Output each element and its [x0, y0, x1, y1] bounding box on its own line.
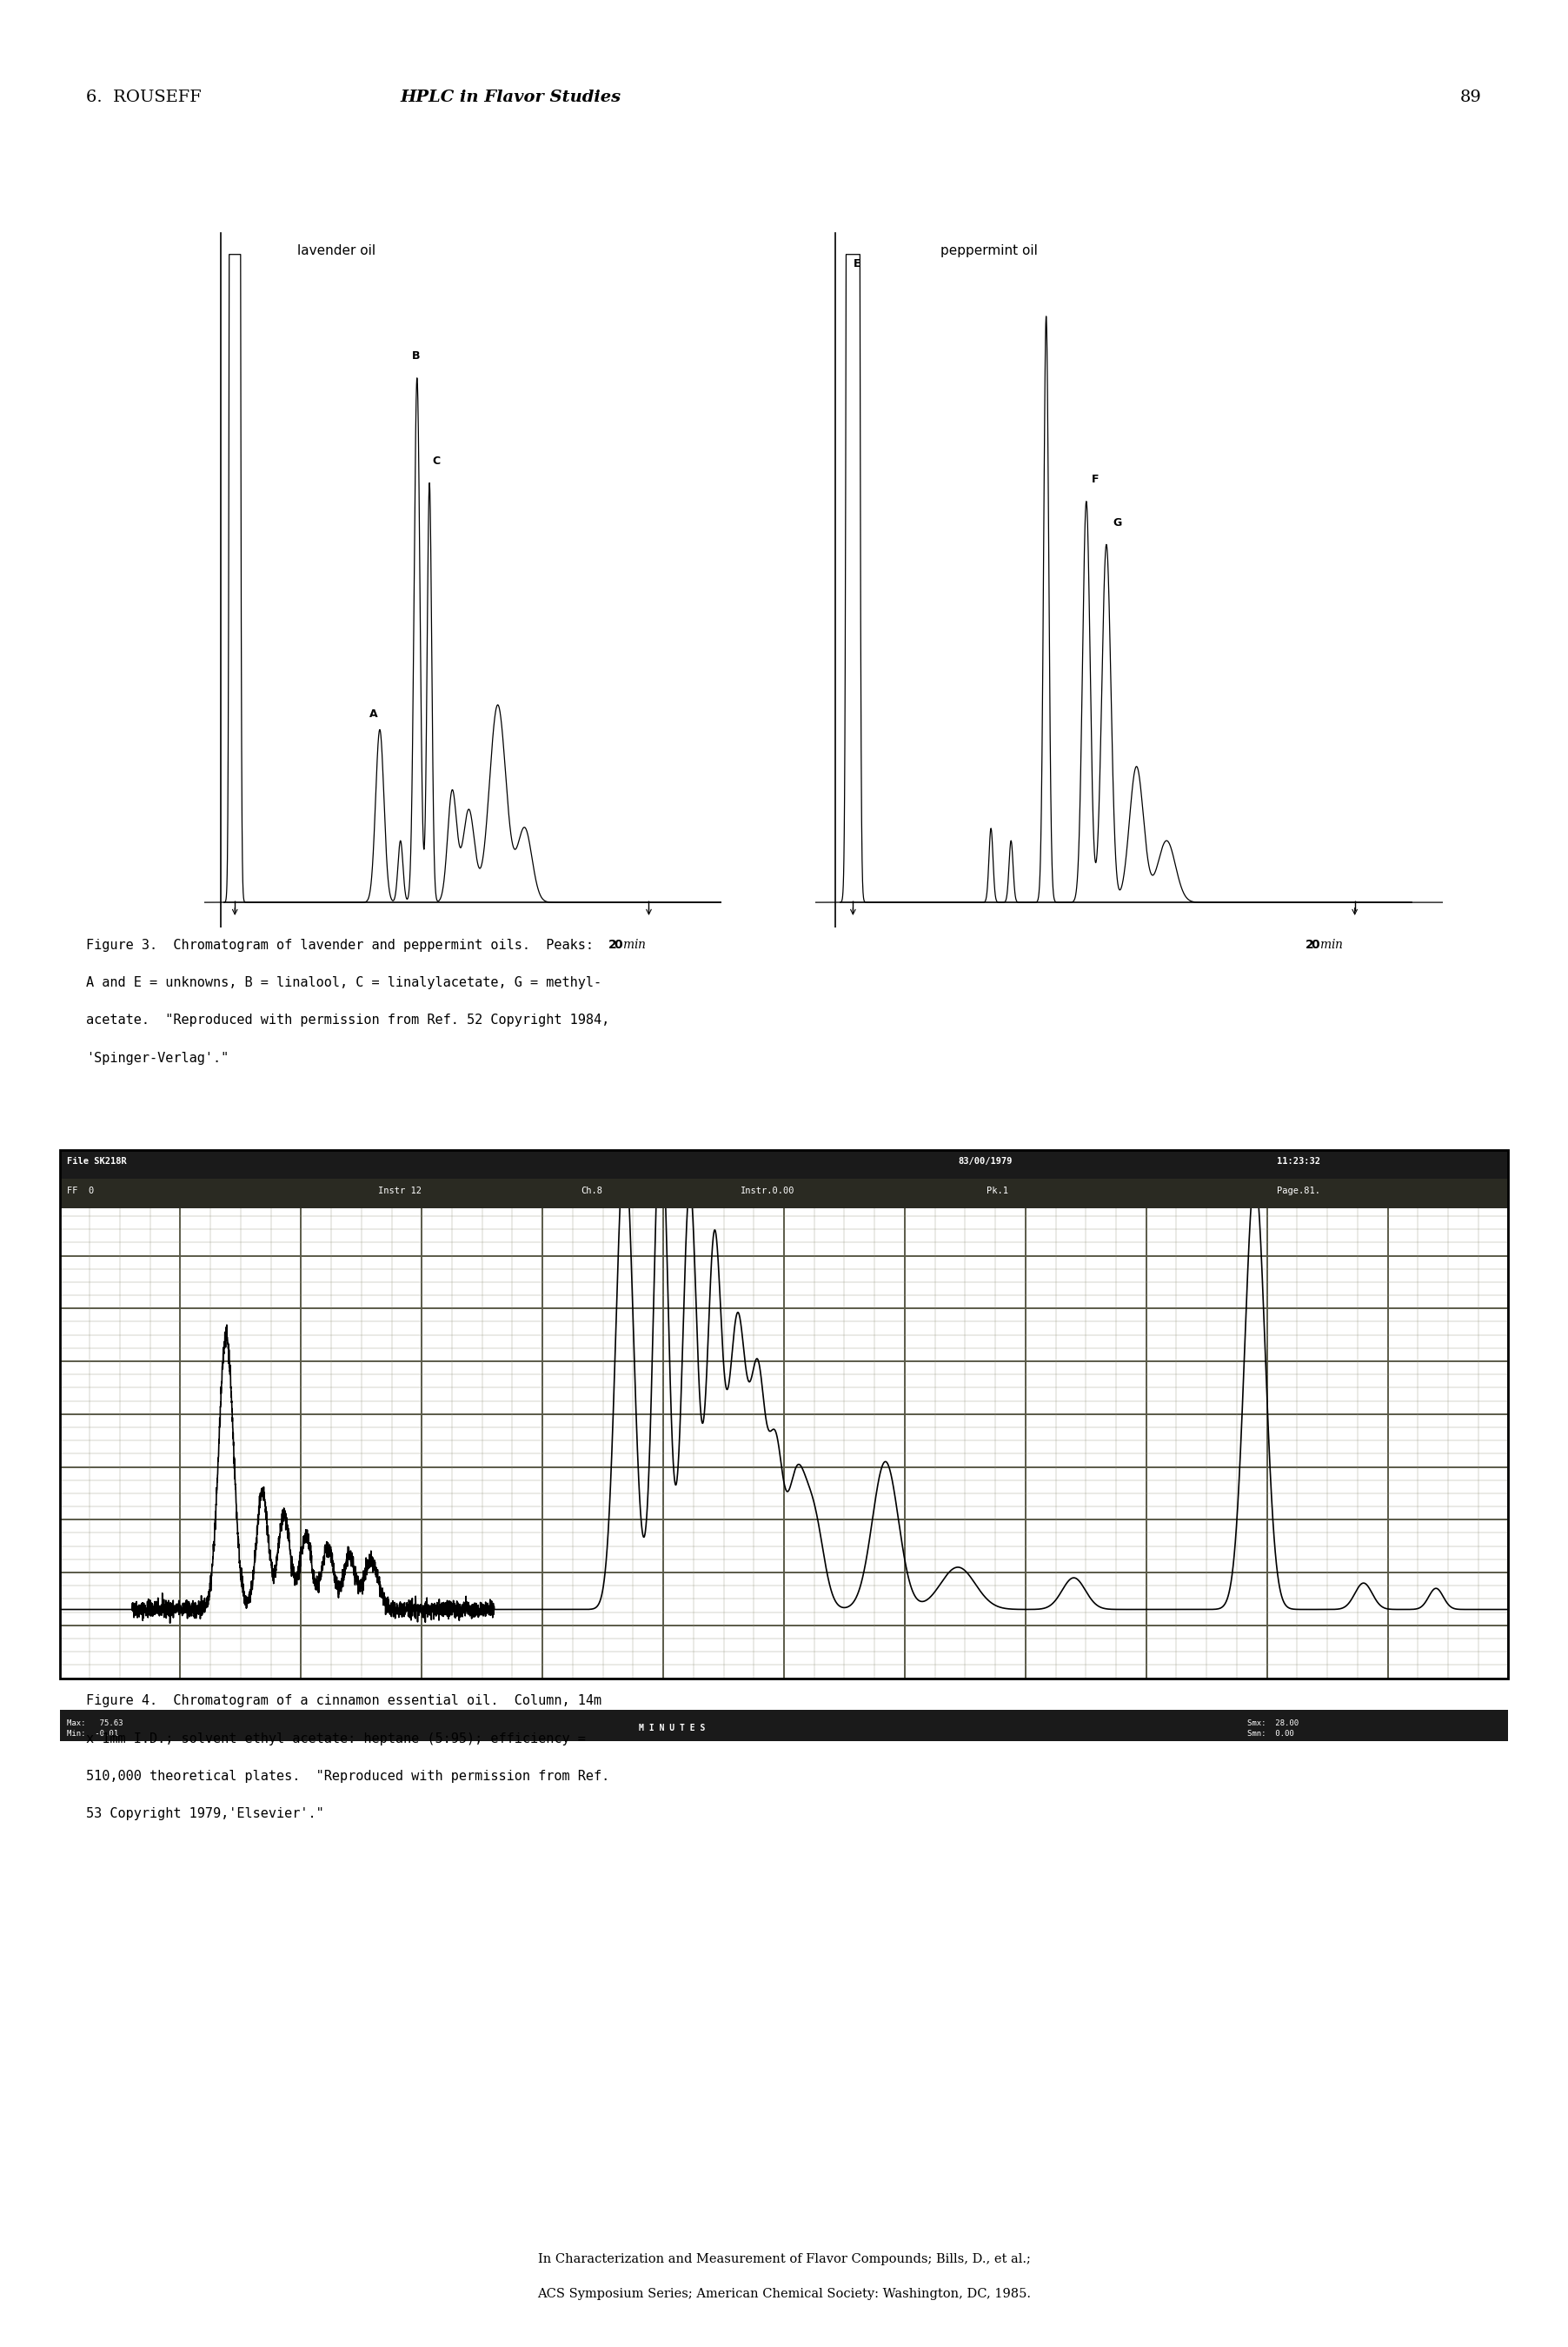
Text: F: F	[1091, 474, 1099, 486]
Text: G: G	[1113, 516, 1121, 528]
Text: lavender oil: lavender oil	[296, 244, 375, 258]
Text: Ch.8: Ch.8	[582, 1185, 602, 1195]
Bar	[60, 1709, 1508, 1741]
Text: M I N U T E S: M I N U T E S	[640, 1725, 706, 1732]
Text: 89: 89	[1460, 89, 1482, 106]
Text: 1840.0: 1840.0	[1152, 1692, 1181, 1702]
Text: Smn:  0.00: Smn: 0.00	[1248, 1730, 1294, 1737]
Text: FF  0: FF 0	[67, 1185, 94, 1195]
Bar	[60, 1709, 1508, 1741]
Bar	[60, 1178, 1508, 1209]
Text: 6.  ROUSEFF: 6. ROUSEFF	[86, 89, 202, 106]
Text: E: E	[853, 258, 861, 270]
Text: x 1mm I.D.; solvent ethyl acetate: heptane (5:95); efficiency =: x 1mm I.D.; solvent ethyl acetate: hepta…	[86, 1732, 586, 1746]
Text: ACS Symposium Series; American Chemical Society: Washington, DC, 1985.: ACS Symposium Series; American Chemical …	[538, 2288, 1030, 2300]
Text: File SK218R: File SK218R	[67, 1157, 127, 1166]
Text: 53 Copyright 1979,'Elsevier'.": 53 Copyright 1979,'Elsevier'."	[86, 1807, 325, 1821]
Text: 460.0: 460.0	[235, 1692, 263, 1702]
Text: Page.81.: Page.81.	[1276, 1185, 1320, 1195]
Bar	[60, 1150, 1508, 1178]
Text: Smx:  28.00: Smx: 28.00	[1248, 1718, 1298, 1727]
Text: Max:   75.63: Max: 75.63	[67, 1718, 122, 1727]
Text: 'Spinger-Verlag'.": 'Spinger-Verlag'."	[86, 1051, 229, 1066]
Text: B: B	[412, 350, 420, 361]
Text: 920.0: 920.0	[543, 1692, 566, 1702]
Text: C: C	[433, 455, 441, 467]
Text: Instr 12: Instr 12	[378, 1185, 422, 1195]
Text: Figure 3.  Chromatogram of lavender and peppermint oils.  Peaks:: Figure 3. Chromatogram of lavender and p…	[86, 939, 594, 953]
Text: 690.0: 690.0	[390, 1692, 414, 1702]
Text: 83/00/1979: 83/00/1979	[958, 1157, 1013, 1166]
Text: Pk.1: Pk.1	[986, 1185, 1008, 1195]
Text: HPLC in Flavor Studies: HPLC in Flavor Studies	[400, 89, 621, 106]
Text: A and E = unknowns, B = linalool, C = linalylacetate, G = methyl-: A and E = unknowns, B = linalool, C = li…	[86, 976, 602, 990]
Text: acetate.  "Reproduced with permission from Ref. 52 Copyright 1984,: acetate. "Reproduced with permission fro…	[86, 1014, 610, 1028]
Text: Instr.0.00: Instr.0.00	[740, 1185, 795, 1195]
Text: peppermint oil: peppermint oil	[941, 244, 1038, 258]
Text: 11:23:32: 11:23:32	[1276, 1157, 1320, 1166]
Text: $\bf{2\!0}$min: $\bf{2\!0}$min	[1305, 939, 1344, 951]
Text: Figure 4.  Chromatogram of a cinnamon essential oil.  Column, 14m: Figure 4. Chromatogram of a cinnamon ess…	[86, 1695, 602, 1709]
Text: 2070.0: 2070.0	[1305, 1692, 1333, 1702]
Text: A: A	[370, 709, 378, 721]
Text: 1610.0: 1610.0	[999, 1692, 1027, 1702]
Text: 230.0: 230.0	[85, 1692, 108, 1702]
Text: 2300.0: 2300.0	[1458, 1692, 1486, 1702]
Text: Min:  -0.01: Min: -0.01	[67, 1730, 118, 1737]
Text: 1380.0: 1380.0	[847, 1692, 875, 1702]
Text: $\bf{2\!0}$min: $\bf{2\!0}$min	[607, 939, 646, 951]
Text: 510,000 theoretical plates.  "Reproduced with permission from Ref.: 510,000 theoretical plates. "Reproduced …	[86, 1770, 610, 1784]
Text: In Characterization and Measurement of Flavor Compounds; Bills, D., et al.;: In Characterization and Measurement of F…	[538, 2253, 1030, 2265]
Text: 1150.0: 1150.0	[693, 1692, 721, 1702]
